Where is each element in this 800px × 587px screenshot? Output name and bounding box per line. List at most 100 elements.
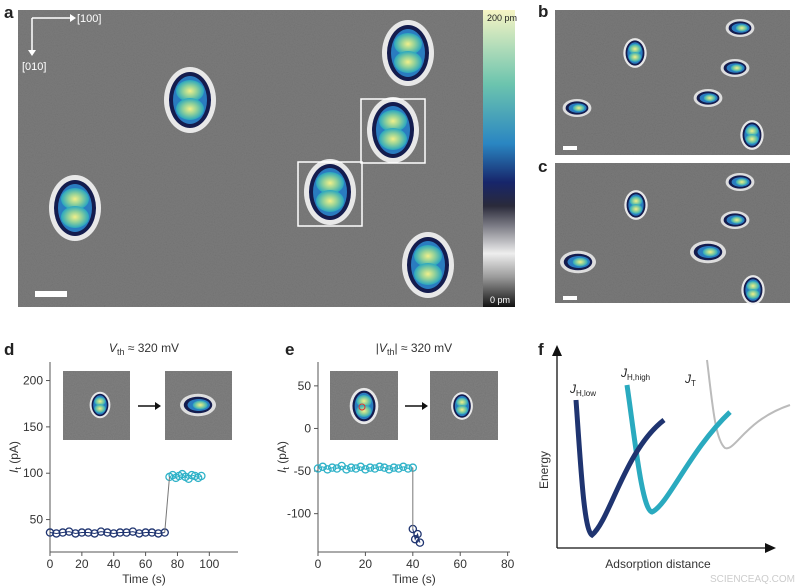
data-point <box>58 528 67 537</box>
data-point <box>45 528 55 537</box>
x-tick-label: 60 <box>454 557 468 571</box>
curve-jh-low <box>573 399 666 539</box>
data-point <box>403 464 413 473</box>
data-point <box>375 462 384 472</box>
panel-label: a <box>4 3 14 22</box>
data-point <box>83 528 93 537</box>
y-axis-label: Energy <box>537 451 551 489</box>
x-tick-label: 0 <box>315 557 322 571</box>
x-axis-label: Time (s) <box>122 572 166 586</box>
chart-title: |Vth| ≈ 320 mV <box>376 341 452 357</box>
panel-label: b <box>538 2 548 21</box>
selection-box <box>360 98 426 164</box>
colorbar-label: 200 pm <box>487 13 517 23</box>
y-tick-label: -50 <box>294 464 312 478</box>
molecule <box>690 240 726 264</box>
data-point <box>415 538 425 547</box>
data-point <box>141 528 150 537</box>
molecule <box>367 97 419 163</box>
molecule <box>624 190 648 220</box>
direction-label: [010] <box>22 61 46 73</box>
chart-title: Vth ≈ 320 mV <box>109 341 179 357</box>
molecule <box>740 120 764 150</box>
panel-label: e <box>285 340 294 359</box>
data-point <box>342 465 351 474</box>
data-point <box>154 529 163 538</box>
molecule <box>693 89 723 107</box>
data-point <box>389 463 399 472</box>
molecule <box>741 275 765 305</box>
inset-images <box>63 371 498 440</box>
y-tick-label: 50 <box>30 513 44 527</box>
molecule <box>304 159 356 225</box>
x-tick-label: 80 <box>171 557 185 571</box>
molecule <box>402 232 454 298</box>
text-part: V <box>109 341 118 355</box>
scale-bar <box>563 296 577 300</box>
molecule <box>49 175 101 241</box>
x-axis-label: Adsorption distance <box>605 557 711 571</box>
scale-bar <box>35 291 67 297</box>
y-tick-label: -100 <box>287 507 311 521</box>
data-point <box>384 465 394 474</box>
scale-bar <box>563 146 577 150</box>
panel-label: f <box>538 340 544 359</box>
direction-label: [100] <box>77 13 101 25</box>
y-tick-label: 100 <box>23 466 43 480</box>
molecule <box>623 38 647 68</box>
data-point <box>77 528 87 537</box>
text-part: th <box>117 347 125 357</box>
molecule <box>164 67 216 133</box>
data-point <box>318 462 327 472</box>
text-part: | <box>376 341 379 355</box>
colorbar-label: 0 pm <box>490 295 510 305</box>
data-point <box>327 463 337 472</box>
text-part: th <box>387 347 395 357</box>
trace-line <box>49 531 165 534</box>
curve-jt <box>706 359 791 450</box>
molecule <box>725 173 755 191</box>
curve-jh-high <box>624 384 732 515</box>
molecule <box>720 59 750 77</box>
data-point <box>361 465 370 474</box>
text-part: ≈ 320 mV <box>124 341 179 355</box>
data-point <box>115 528 125 537</box>
x-tick-label: 80 <box>501 557 515 571</box>
text-part: | ≈ 320 mV <box>394 341 452 355</box>
data-point <box>380 463 389 472</box>
text-part: (pA) <box>7 441 21 467</box>
curve-label: JH,high <box>620 366 650 382</box>
data-point <box>96 527 106 536</box>
data-point <box>109 529 118 538</box>
x-axis-label: Time (s) <box>392 572 436 586</box>
data-point <box>122 528 131 537</box>
molecule <box>562 99 592 117</box>
data-point <box>346 463 356 472</box>
data-point <box>413 529 422 539</box>
molecule <box>382 20 434 86</box>
selection-box <box>297 161 363 227</box>
x-tick-label: 100 <box>199 557 219 571</box>
data-point <box>134 529 144 538</box>
colorbar <box>483 10 515 307</box>
molecule <box>725 19 755 37</box>
data-point <box>147 528 157 537</box>
trace-line <box>317 465 413 470</box>
data-point <box>370 464 380 473</box>
data-point <box>394 464 403 473</box>
molecule <box>720 211 750 229</box>
data-point <box>71 529 80 538</box>
x-tick-label: 40 <box>406 557 420 571</box>
direction-arrows <box>31 17 70 50</box>
data-point <box>351 464 361 473</box>
data-point <box>313 464 323 473</box>
molecule <box>560 250 596 274</box>
curve-label: JT <box>684 372 696 388</box>
arrow-heads <box>28 14 76 56</box>
panel-label: c <box>538 157 547 176</box>
data-point <box>332 464 342 473</box>
axes <box>556 352 770 549</box>
data-point <box>52 529 61 538</box>
y-tick-label: 0 <box>304 421 311 435</box>
